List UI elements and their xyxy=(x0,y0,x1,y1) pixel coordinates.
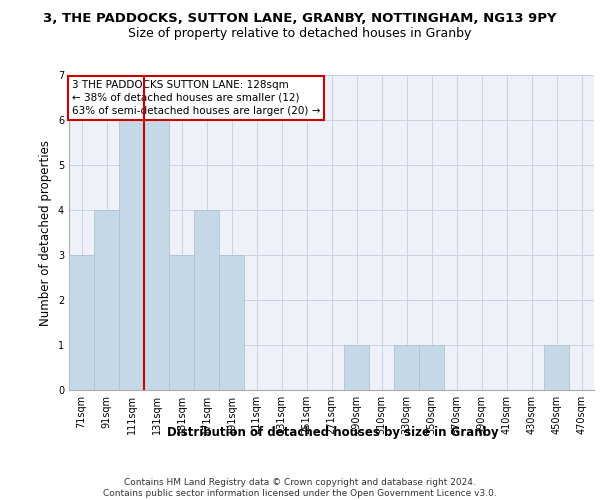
Bar xyxy=(544,345,569,390)
Bar xyxy=(219,255,244,390)
Bar xyxy=(344,345,369,390)
Bar xyxy=(169,255,194,390)
Bar xyxy=(94,210,119,390)
Text: 3, THE PADDOCKS, SUTTON LANE, GRANBY, NOTTINGHAM, NG13 9PY: 3, THE PADDOCKS, SUTTON LANE, GRANBY, NO… xyxy=(43,12,557,26)
Text: Contains HM Land Registry data © Crown copyright and database right 2024.
Contai: Contains HM Land Registry data © Crown c… xyxy=(103,478,497,498)
Text: 3 THE PADDOCKS SUTTON LANE: 128sqm
← 38% of detached houses are smaller (12)
63%: 3 THE PADDOCKS SUTTON LANE: 128sqm ← 38%… xyxy=(71,80,320,116)
Bar xyxy=(69,255,94,390)
Y-axis label: Number of detached properties: Number of detached properties xyxy=(40,140,52,326)
Text: Distribution of detached houses by size in Granby: Distribution of detached houses by size … xyxy=(167,426,499,439)
Bar xyxy=(119,120,144,390)
Bar xyxy=(419,345,444,390)
Bar xyxy=(394,345,419,390)
Text: Size of property relative to detached houses in Granby: Size of property relative to detached ho… xyxy=(128,28,472,40)
Bar xyxy=(144,120,169,390)
Bar xyxy=(194,210,219,390)
